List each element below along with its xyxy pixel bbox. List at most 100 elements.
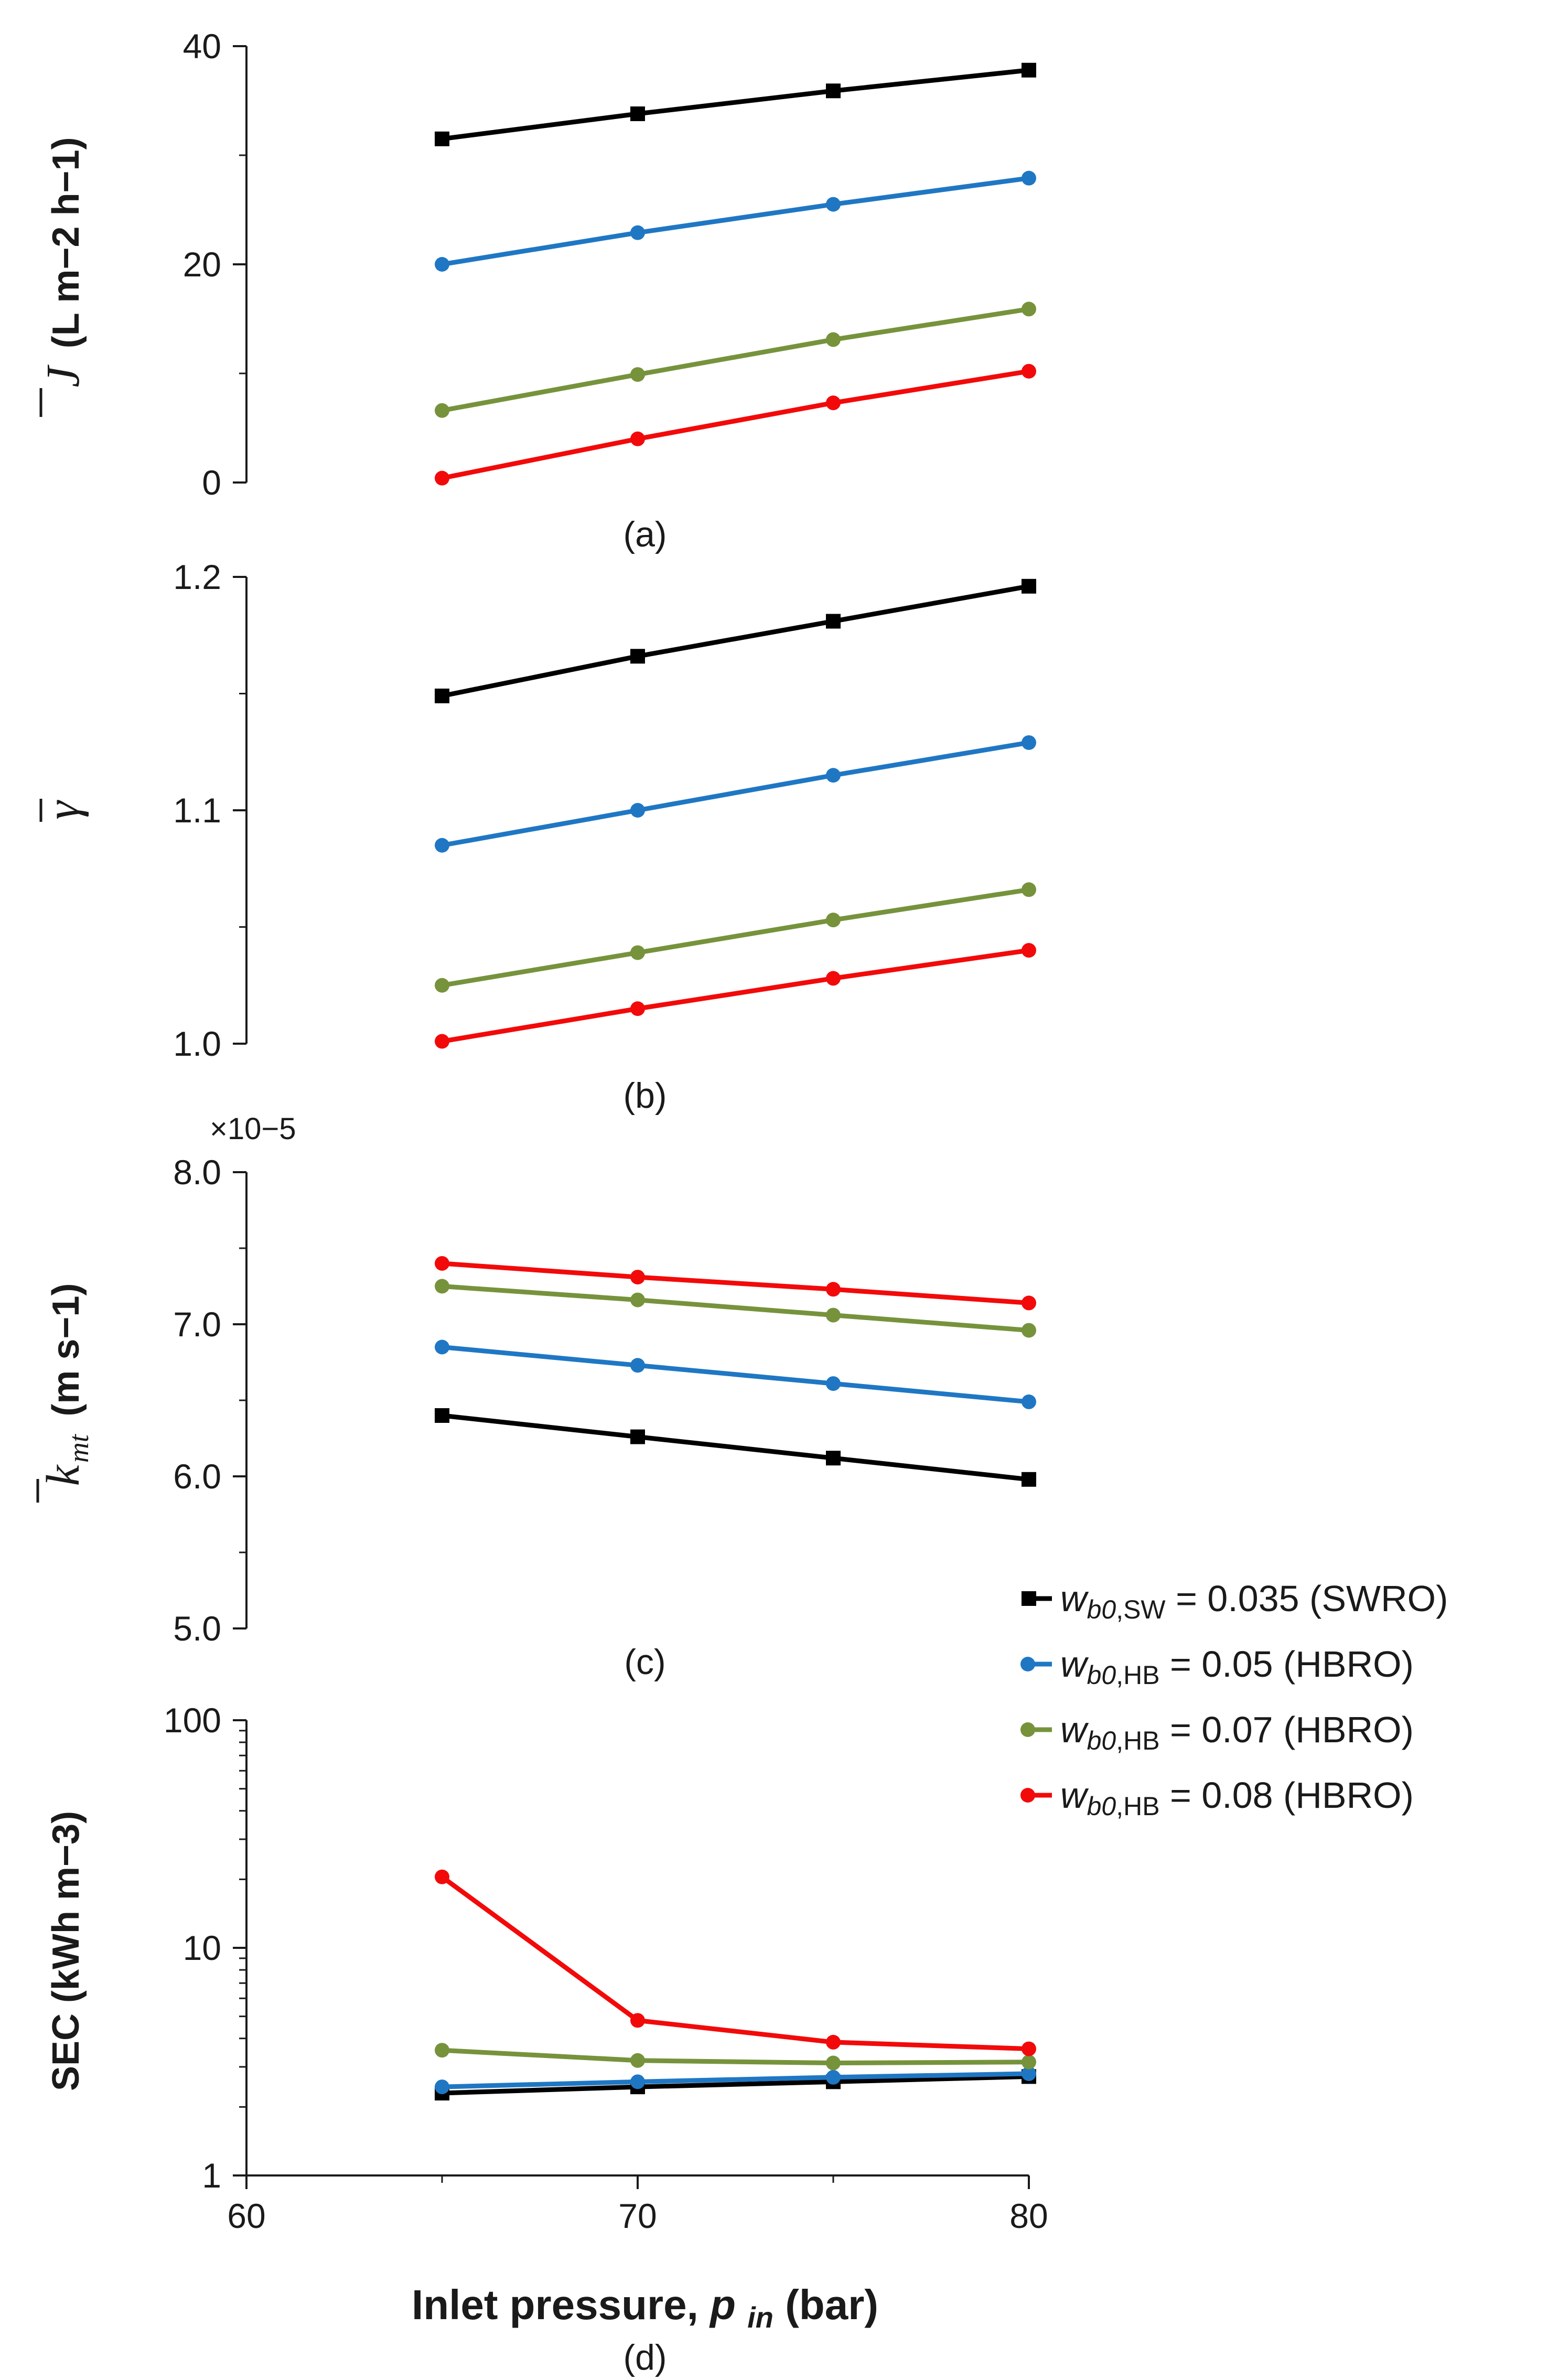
panel-d-axes: 1 10 100: [164, 1701, 248, 2195]
panel-a-data-point-hbro_08: [826, 395, 841, 411]
panel-d-y-tick-label: 100: [164, 1701, 221, 1740]
legend-marker-hbro_08: [1020, 1788, 1035, 1803]
panel-a-axes: 0 20 40: [183, 27, 248, 502]
panel-d-data-point-hbro_05: [630, 2074, 645, 2089]
panel-a-series: [435, 62, 1036, 486]
panel-c-data-point-swro_035: [1022, 1472, 1036, 1487]
legend-marker-hbro_05: [1020, 1657, 1035, 1671]
x-axis-label-suffix: (bar): [785, 2281, 878, 2328]
x-axis-label: Inlet pressure, p in (bar): [412, 2281, 878, 2336]
panel-c-ylabel-units: (m s−1): [45, 1283, 87, 1417]
x-tick-label: 60: [227, 2196, 265, 2235]
panel-a: 0 20 40 (a) J (L m−2 h−1): [37, 27, 1036, 554]
panel-a-ylabel-units: (L m−2 h−1): [45, 137, 87, 348]
panel-c-data-point-swro_035: [630, 1429, 645, 1444]
panel-a-ylabel-symbol: J: [37, 364, 89, 388]
panel-a-data-point-hbro_05: [630, 225, 645, 240]
panel-a-y-tick-label: 0: [202, 463, 221, 502]
svg-text:γ: γ: [37, 800, 89, 820]
panel-d-series-line-hbro_08: [440, 1875, 1029, 2052]
panel-a-ylabel: J (L m−2 h−1): [37, 137, 89, 417]
panel-b-data-point-swro_035: [435, 688, 449, 703]
panel-c-series-line-hbro_08: [442, 1261, 1029, 1305]
panel-c-y-tick-label: 8.0: [173, 1153, 221, 1192]
panel-d-data-point-hbro_07: [630, 2053, 645, 2068]
panel-c-series-line-hbro_07: [442, 1284, 1029, 1333]
panel-c: 5.0 6.0 7.0 8.0 ×10−5 (c) k mt (m s−1): [36, 1112, 1036, 1682]
panel-c-data-point-hbro_08: [826, 1282, 841, 1297]
panel-b-data-point-hbro_05: [826, 768, 841, 783]
panel-c-y-tick-label: 6.0: [173, 1457, 221, 1496]
panel-a-series-line-hbro_08: [442, 369, 1029, 481]
panel-b-y-tick-label: 1.0: [173, 1024, 221, 1063]
panel-d-data-point-hbro_05: [1022, 2066, 1036, 2081]
panel-b-ylabel: γ: [37, 799, 89, 822]
panel-c-label: (c): [624, 1642, 665, 1682]
panel-b-axes: 1.0 1.1 1.2: [173, 558, 248, 1063]
panel-b: 1.0 1.1 1.2 (b) γ: [37, 558, 1036, 1116]
panel-c-axes: 5.0 6.0 7.0 8.0: [173, 1153, 248, 1648]
panel-b-data-point-hbro_07: [435, 978, 449, 993]
panel-c-data-point-hbro_07: [1022, 1323, 1036, 1338]
panel-b-series: [435, 578, 1036, 1049]
panel-a-data-point-swro_035: [630, 106, 645, 121]
panel-c-data-point-swro_035: [435, 1408, 449, 1423]
panel-d-label: (d): [623, 2338, 666, 2377]
panel-b-data-point-hbro_05: [435, 838, 449, 853]
panel-c-y-tick-label: 7.0: [173, 1305, 221, 1344]
panel-a-data-point-hbro_08: [435, 470, 449, 486]
panel-b-series-line-swro_035: [442, 584, 1029, 699]
legend-entry-hbro_08: wb0,HB = 0.08 (HBRO): [1060, 1775, 1414, 1821]
panel-b-data-point-swro_035: [826, 614, 841, 629]
panel-c-data-point-hbro_05: [630, 1358, 645, 1373]
panel-c-data-point-swro_035: [826, 1451, 841, 1466]
panel-d-series-line-hbro_07: [442, 2047, 1029, 2066]
panel-c-data-point-hbro_05: [826, 1376, 841, 1391]
panel-b-series-line-hbro_05: [442, 740, 1029, 848]
panel-c-data-point-hbro_05: [435, 1339, 449, 1355]
panel-b-data-point-hbro_05: [630, 803, 645, 818]
panel-c-series-line-swro_035: [442, 1413, 1029, 1482]
panel-d-data-point-hbro_08: [826, 2034, 841, 2050]
panel-b-data-point-hbro_08: [435, 1034, 449, 1049]
panel-c-data-point-hbro_07: [435, 1279, 449, 1294]
legend-marker-swro_035: [1022, 1591, 1036, 1606]
panel-d-data-point-hbro_08: [630, 2013, 645, 2028]
panel-b-data-point-hbro_07: [826, 913, 841, 928]
panel-a-data-point-hbro_08: [630, 431, 645, 446]
panel-a-series-line-hbro_07: [442, 306, 1029, 413]
panel-c-ylabel-symbol: k: [37, 1464, 89, 1486]
panel-d-data-point-hbro_07: [435, 2043, 449, 2058]
legend-entry-swro_035: wb0,SW = 0.035 (SWRO): [1060, 1578, 1448, 1624]
panel-d-series-line-swro_035: [442, 2074, 1029, 2096]
x-axis-ticks: 60 70 80: [227, 2174, 1048, 2235]
panel-b-data-point-hbro_07: [630, 945, 645, 960]
panel-d-data-point-hbro_07: [826, 2055, 841, 2071]
panel-b-label: (b): [623, 1076, 666, 1116]
panel-d-data-point-hbro_05: [826, 2070, 841, 2085]
panel-c-data-point-hbro_07: [630, 1292, 645, 1307]
legend-entry-hbro_07: wb0,HB = 0.07 (HBRO): [1060, 1709, 1414, 1755]
panel-a-label: (a): [623, 514, 666, 554]
panel-c-series: [435, 1256, 1036, 1487]
panel-a-y-tick-label: 20: [183, 245, 221, 284]
panel-b-y-tick-label: 1.1: [173, 791, 221, 830]
panel-a-data-point-swro_035: [826, 83, 841, 99]
panel-d-data-point-hbro_05: [435, 2079, 449, 2095]
panel-a-y-tick-label: 40: [183, 27, 221, 66]
legend: wb0,SW = 0.035 (SWRO) wb0,HB = 0.05 (HBRO…: [1020, 1578, 1448, 1821]
svg-text:k mt (m s−1): k mt (m s−1): [37, 1283, 94, 1486]
legend-marker-hbro_07: [1020, 1722, 1035, 1737]
panel-b-data-point-hbro_05: [1022, 735, 1036, 750]
panel-b-data-point-swro_035: [630, 649, 645, 664]
panel-a-data-point-swro_035: [435, 131, 449, 146]
panel-b-series-line-hbro_07: [442, 887, 1029, 988]
panel-a-data-point-hbro_08: [1022, 363, 1036, 379]
panel-a-data-point-hbro_07: [435, 403, 449, 418]
panel-a-data-point-hbro_05: [1022, 170, 1036, 186]
panel-c-y-tick-label: 5.0: [173, 1609, 221, 1648]
panel-a-data-point-hbro_05: [826, 197, 841, 212]
panel-c-ylabel: k mt (m s−1): [36, 1283, 94, 1503]
x-axis-label-prefix: Inlet pressure,: [412, 2281, 710, 2328]
